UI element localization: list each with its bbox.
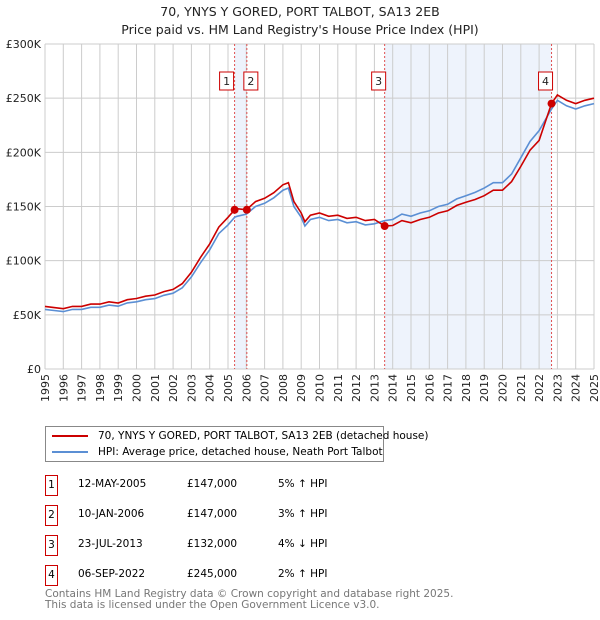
- x-tick-label: 2017: [442, 374, 455, 402]
- sale-label-box: [371, 71, 387, 91]
- sale-point: [547, 99, 556, 108]
- hpi-line: [44, 99, 595, 313]
- sale-label-box: [243, 71, 259, 91]
- x-tick-label: 2008: [277, 374, 290, 402]
- x-tick-label: 2013: [368, 374, 381, 402]
- x-tick-label: 1997: [76, 374, 89, 402]
- legend-hpi-label: HPI: Average price, detached house, Neat…: [98, 446, 383, 458]
- sale-point: [242, 205, 251, 214]
- chart-subtitle: Price paid vs. HM Land Registry's House …: [121, 22, 479, 37]
- y-tick-label: £300K: [6, 38, 42, 51]
- sale-label: 4: [542, 75, 549, 88]
- sale-date: 10-JAN-2006: [78, 508, 145, 520]
- sale-hpi-diff: 4% ↓ HPI: [278, 538, 328, 550]
- x-tick-label: 1998: [94, 374, 107, 402]
- sale-point: [380, 222, 389, 230]
- chart-title: 70, YNYS Y GORED, PORT TALBOT, SA13 2EB: [160, 4, 440, 19]
- x-tick-label: 2023: [551, 374, 564, 402]
- x-tick-label: 2006: [240, 374, 253, 402]
- x-tick-label: 2011: [332, 374, 345, 402]
- sale-number-badge: 1: [45, 475, 58, 496]
- x-tick-label: 2000: [131, 374, 144, 402]
- sale-number-badge: 3: [45, 535, 58, 556]
- y-tick-label: £0: [27, 363, 41, 376]
- sale-point: [230, 205, 239, 214]
- sale-date: 06-SEP-2022: [78, 568, 146, 580]
- x-tick-label: 2001: [149, 374, 162, 402]
- x-tick-label: 2021: [515, 374, 528, 402]
- x-tick-label: 2024: [570, 374, 583, 402]
- y-tick-label: £250K: [6, 92, 42, 105]
- sale-number-badge: 4: [45, 565, 58, 586]
- x-tick-label: 1995: [39, 374, 52, 402]
- x-tick-label: 2014: [387, 374, 400, 402]
- x-tick-label: 1999: [112, 374, 125, 402]
- legend-property-label: 70, YNYS Y GORED, PORT TALBOT, SA13 2EB …: [98, 430, 429, 442]
- x-tick-label: 2003: [185, 374, 198, 402]
- sale-hpi-diff: 5% ↑ HPI: [278, 478, 328, 490]
- sale-date: 12-MAY-2005: [78, 478, 147, 490]
- sale-price: £132,000: [187, 538, 238, 550]
- x-tick-label: 2016: [423, 374, 436, 402]
- sale-price: £245,000: [187, 568, 238, 580]
- sale-label-box: [219, 71, 235, 91]
- sale-hpi-diff: 3% ↑ HPI: [278, 508, 328, 520]
- sale-label: 1: [223, 75, 230, 88]
- x-tick-label: 2025: [588, 374, 600, 402]
- footer-line2: This data is licensed under the Open Gov…: [45, 599, 380, 611]
- price-chart: 1995 1996 1997 1998 1999 2000 2001 2002 2003 2004…: [6, 38, 600, 402]
- y-tick-label: £100K: [6, 255, 42, 268]
- x-tick-label: 1996: [57, 374, 70, 402]
- x-tick-label: 2004: [204, 374, 217, 402]
- sale-number-badge: 2: [45, 505, 58, 526]
- x-tick-label: 2009: [295, 374, 308, 402]
- sale-price: £147,000: [187, 478, 238, 490]
- sale-hpi-diff: 2% ↑ HPI: [278, 568, 328, 580]
- x-tick-label: 2002: [167, 374, 180, 402]
- sale-label-box: [538, 71, 554, 91]
- x-tick-label: 2010: [314, 374, 327, 402]
- x-tick-label: 2007: [259, 374, 272, 402]
- x-tick-label: 2022: [533, 374, 546, 402]
- x-tick-label: 2019: [478, 374, 491, 402]
- y-tick-label: £50K: [13, 309, 42, 322]
- sale-date: 23-JUL-2013: [78, 538, 143, 550]
- x-tick-label: 2018: [460, 374, 473, 402]
- legend-property-swatch: [52, 435, 88, 437]
- legend: 70, YNYS Y GORED, PORT TALBOT, SA13 2EB …: [45, 426, 428, 462]
- sale-label: 3: [375, 75, 382, 88]
- x-tick-label: 2020: [497, 374, 510, 402]
- legend-hpi-swatch: [52, 451, 88, 453]
- sale-label: 2: [247, 75, 254, 88]
- x-tick-label: 2012: [350, 374, 363, 402]
- sale-price: £147,000: [187, 508, 238, 520]
- x-tick-label: 2015: [405, 374, 418, 402]
- footer-line1: Contains HM Land Registry data © Crown c…: [45, 588, 454, 600]
- property-line: [44, 93, 595, 310]
- y-tick-label: £150K: [6, 201, 42, 214]
- x-tick-label: 2005: [222, 374, 235, 402]
- y-tick-label: £200K: [6, 146, 42, 159]
